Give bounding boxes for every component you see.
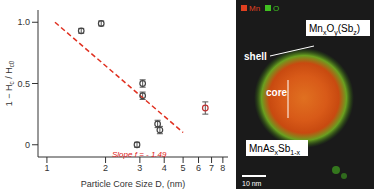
svg-text:Mn: Mn: [249, 4, 260, 13]
svg-text:O: O: [273, 4, 279, 13]
html-text:Slope f = - 1.49: Slope f = - 1.49: [112, 150, 167, 159]
svg-text:7: 7: [209, 163, 214, 173]
svg-text:1: 1: [44, 163, 49, 173]
svg-text:3: 3: [137, 163, 142, 173]
svg-text:8: 8: [220, 163, 225, 173]
svg-text:6: 6: [196, 163, 201, 173]
svg-text:0: 0: [25, 140, 30, 150]
svg-text:core: core: [266, 87, 288, 98]
svg-text:10 nm: 10 nm: [242, 180, 262, 187]
svg-text:MnAsxSb1-x: MnAsxSb1-x: [249, 143, 301, 156]
svg-text:2: 2: [103, 163, 108, 173]
svg-text:5: 5: [181, 163, 186, 173]
svg-text:1.0: 1.0: [17, 17, 30, 27]
svg-text:1 − Hc / Hc0: 1 − Hc / Hc0: [8, 60, 15, 106]
svg-text:0.5: 0.5: [17, 79, 30, 89]
svg-text:Particle Core Size D, (nm): Particle Core Size D, (nm): [81, 179, 186, 189]
svg-text:MnxOy(Sbz): MnxOy(Sbz): [309, 23, 360, 37]
svg-text:4: 4: [162, 163, 167, 173]
svg-text:shell: shell: [244, 51, 267, 62]
